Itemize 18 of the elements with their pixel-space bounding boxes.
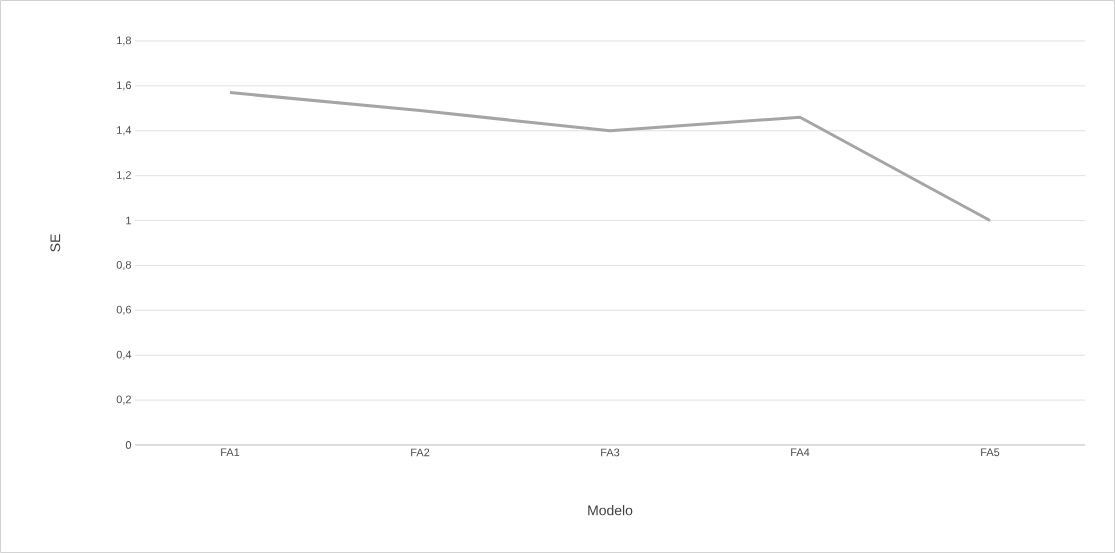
line-series <box>228 91 992 223</box>
y-tick-label: 0,4 <box>116 350 132 360</box>
x-tick-label: FA5 <box>981 448 1000 457</box>
y-tick-label: 1 <box>126 216 131 225</box>
y-tick-label: 0,6 <box>116 305 131 315</box>
x-axis-title: Modelo <box>588 505 633 516</box>
x-tick-label: FA3 <box>601 448 620 457</box>
y-axis-title: SE <box>50 234 61 252</box>
y-tick-label: 0,8 <box>116 260 131 270</box>
x-tick-label: FA4 <box>791 448 810 457</box>
y-tick-label: 1,6 <box>117 81 131 91</box>
y-tick-label: 0 <box>125 441 132 449</box>
x-tick-label: FA2 <box>411 448 430 457</box>
y-tick-label: 1,4 <box>117 126 132 136</box>
y-tick-label: 0,2 <box>116 395 131 405</box>
y-tick-label: 1,8 <box>117 36 131 46</box>
y-tick-label: 1,2 <box>117 171 131 181</box>
x-tick-label: FA1 <box>221 448 240 457</box>
